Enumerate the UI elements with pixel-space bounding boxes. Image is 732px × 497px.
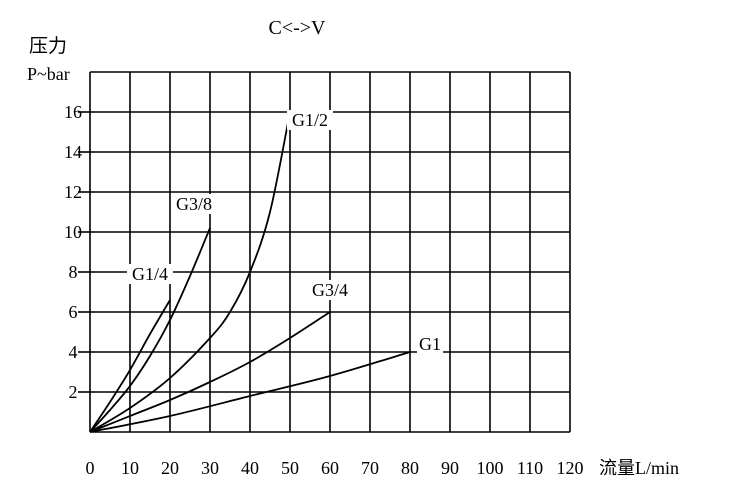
y-tick-label: 8 xyxy=(69,262,78,282)
x-tick-label: 0 xyxy=(86,458,95,478)
x-tick-label: 90 xyxy=(441,458,459,478)
x-tick-label: 120 xyxy=(557,458,584,478)
series-label-background xyxy=(171,194,217,214)
x-tick-label: 10 xyxy=(121,458,139,478)
series-label: G1 xyxy=(419,334,441,354)
x-tick-label: 100 xyxy=(477,458,504,478)
x-tick-label: 80 xyxy=(401,458,419,478)
series-label-background xyxy=(307,280,353,300)
series-line-G1 xyxy=(89,351,411,433)
chart-series xyxy=(89,111,411,433)
chart-title: C<->V xyxy=(268,17,326,39)
x-tick-label: 60 xyxy=(321,458,339,478)
y-tick-label: 2 xyxy=(69,382,78,402)
chart-grid xyxy=(78,71,571,433)
y-tick-label: 10 xyxy=(64,222,82,242)
series-line-G3-4 xyxy=(89,311,331,433)
chart-axis-labels: 0 10 20 30 40 50 60 70 80 90 100 110 120 2 4 6 8 10 12 14 16 xyxy=(64,102,584,478)
chart-series-labels: G1/4 G3/8 G1/2 G3/4 G1 xyxy=(127,110,443,354)
series-label-background xyxy=(287,110,333,130)
y-tick-label: 14 xyxy=(64,142,82,162)
series-label: G3/4 xyxy=(312,280,348,300)
x-tick-label: 110 xyxy=(517,458,543,478)
y-tick-label: 4 xyxy=(69,342,78,362)
x-tick-label: 40 xyxy=(241,458,259,478)
series-line-G1-2 xyxy=(89,111,291,433)
y-tick-label: 12 xyxy=(64,182,82,202)
y-tick-label: 6 xyxy=(69,302,78,322)
y-axis-label-unit: P~bar xyxy=(27,64,70,84)
series-label: G1/2 xyxy=(292,110,328,130)
x-tick-label: 70 xyxy=(361,458,379,478)
x-tick-label: 30 xyxy=(201,458,219,478)
x-tick-label: 50 xyxy=(281,458,299,478)
series-label: G3/8 xyxy=(176,194,212,214)
series-line-G1-4 xyxy=(89,299,171,433)
x-tick-label: 20 xyxy=(161,458,179,478)
series-label-background xyxy=(417,334,443,354)
series-label: G1/4 xyxy=(132,264,168,284)
series-label-background xyxy=(127,264,173,284)
series-line-G3-8 xyxy=(89,227,211,433)
y-axis-label-name: 压力 xyxy=(29,35,67,57)
x-axis-label: 流量L/min xyxy=(599,458,679,478)
y-tick-label: 16 xyxy=(64,102,82,122)
